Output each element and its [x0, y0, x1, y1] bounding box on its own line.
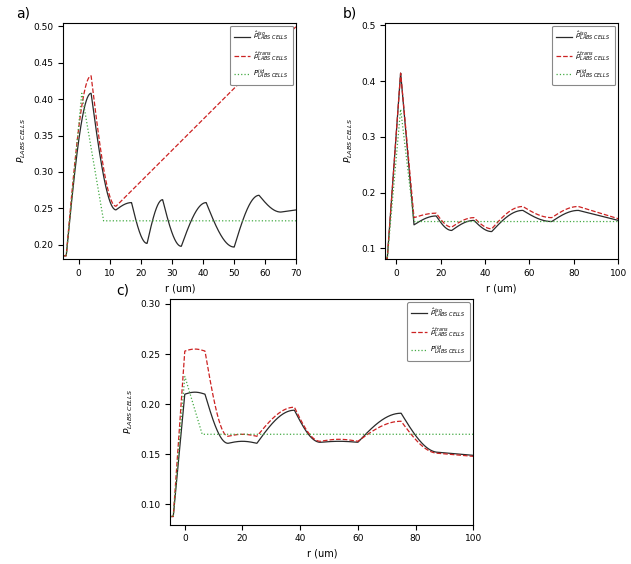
X-axis label: r (um): r (um): [487, 284, 517, 294]
Y-axis label: $P_{LABS\ CELLS}$: $P_{LABS\ CELLS}$: [15, 118, 28, 164]
X-axis label: r (um): r (um): [165, 284, 195, 294]
Legend: $\hat{\rho}^{iso}_{LABS\ CELLS}$, $\hat{\rho}^{trans}_{LABS\ CELLS}$, $P^{iid}_{: $\hat{\rho}^{iso}_{LABS\ CELLS}$, $\hat{…: [230, 26, 293, 85]
Y-axis label: $P_{LABS\ CELLS}$: $P_{LABS\ CELLS}$: [343, 118, 355, 164]
Text: c): c): [116, 283, 129, 297]
Y-axis label: $P_{LABS\ CELLS}$: $P_{LABS\ CELLS}$: [122, 389, 135, 434]
Text: b): b): [343, 7, 357, 21]
Text: a): a): [16, 7, 30, 21]
Legend: $\hat{\rho}^{iso}_{LABS\ CELLS}$, $\hat{\rho}^{trans}_{LABS\ CELLS}$, $P^{iid}_{: $\hat{\rho}^{iso}_{LABS\ CELLS}$, $\hat{…: [552, 26, 615, 85]
X-axis label: r (um): r (um): [307, 549, 337, 559]
Legend: $\hat{\rho}^{iso}_{LABS\ CELLS}$, $\hat{\rho}^{trans}_{LABS\ CELLS}$, $P^{iid}_{: $\hat{\rho}^{iso}_{LABS\ CELLS}$, $\hat{…: [407, 302, 469, 362]
